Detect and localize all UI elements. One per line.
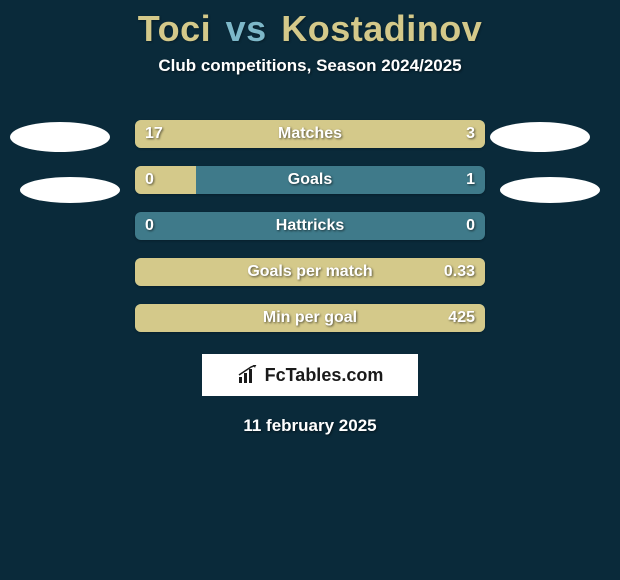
decorative-ellipse xyxy=(20,177,120,203)
decorative-ellipse xyxy=(490,122,590,152)
player1-name: Toci xyxy=(138,8,211,49)
stat-value-left: 0 xyxy=(145,166,154,194)
comparison-card: Toci vs Kostadinov Club competitions, Se… xyxy=(0,0,620,580)
stat-row: Min per goal 425 xyxy=(135,304,485,332)
brand-badge: FcTables.com xyxy=(202,354,418,396)
decorative-ellipse xyxy=(10,122,110,152)
stat-value-right: 0 xyxy=(466,212,475,240)
stat-value-right: 425 xyxy=(448,304,475,332)
stat-value-left: 17 xyxy=(145,120,163,148)
date-text: 11 february 2025 xyxy=(0,416,620,436)
stat-value-right: 1 xyxy=(466,166,475,194)
stat-value-right: 0.33 xyxy=(444,258,475,286)
stat-label: Goals per match xyxy=(247,258,372,286)
subtitle: Club competitions, Season 2024/2025 xyxy=(0,56,620,76)
stat-label: Min per goal xyxy=(263,304,357,332)
brand-text: FcTables.com xyxy=(265,365,384,386)
stat-row: 0 Hattricks 0 xyxy=(135,212,485,240)
brand-chart-icon xyxy=(237,365,259,385)
stat-fill-left xyxy=(135,120,401,148)
decorative-ellipse xyxy=(500,177,600,203)
stat-label: Goals xyxy=(288,166,332,194)
stat-value-right: 3 xyxy=(466,120,475,148)
stat-row: Goals per match 0.33 xyxy=(135,258,485,286)
stat-row: 17 Matches 3 xyxy=(135,120,485,148)
vs-text: vs xyxy=(226,8,267,49)
stat-label: Hattricks xyxy=(276,212,344,240)
title: Toci vs Kostadinov xyxy=(0,0,620,50)
stat-row: 0 Goals 1 xyxy=(135,166,485,194)
stat-value-left: 0 xyxy=(145,212,154,240)
stat-label: Matches xyxy=(278,120,342,148)
player2-name: Kostadinov xyxy=(281,8,482,49)
stat-rows: 17 Matches 3 0 Goals 1 0 Hattricks 0 Goals per ma… xyxy=(135,120,485,332)
